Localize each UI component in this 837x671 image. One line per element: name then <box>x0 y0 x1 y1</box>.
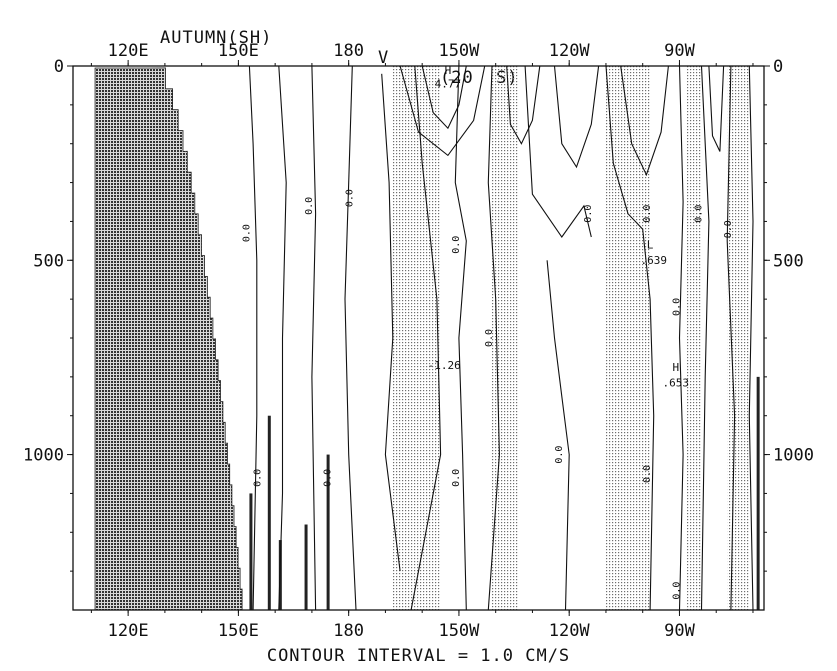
zero-contour-label: 0.0 <box>723 220 734 238</box>
x-tick-label-bottom: 90W <box>664 621 695 641</box>
contour-line <box>311 65 317 611</box>
contour-line <box>726 65 736 611</box>
zero-contour-label: 0.0 <box>642 205 653 223</box>
zero-contour-label: 0.0 <box>671 582 682 600</box>
extremum-label: L <box>647 239 654 252</box>
extremum-label: .639 <box>640 254 667 267</box>
negative-region <box>392 66 441 610</box>
contour-line <box>421 65 467 130</box>
y-tick-label-right: 1000 <box>773 446 814 466</box>
x-tick-label-bottom: 120E <box>108 621 149 641</box>
contour-line <box>278 65 287 611</box>
zero-contour-label: 0.0 <box>322 469 333 487</box>
zero-contour-label: 0.0 <box>344 189 355 207</box>
contour-line <box>553 65 600 169</box>
contour-line <box>344 65 357 611</box>
y-tick-label-left: 500 <box>33 251 64 271</box>
bathymetry-block <box>249 493 253 610</box>
x-tick-label-top: 150W <box>438 41 480 61</box>
zero-contour-label: 0.0 <box>694 205 705 223</box>
bathymetry-block <box>326 454 330 610</box>
contour-line <box>454 65 467 611</box>
contour-line <box>678 65 684 611</box>
y-tick-label-left: 1000 <box>23 446 64 466</box>
extremum-label: H <box>672 361 679 374</box>
zero-contour-label: 0.0 <box>451 236 462 254</box>
bathymetry-block <box>304 524 308 610</box>
x-tick-label-bottom: 150E <box>218 621 259 641</box>
bathymetry-block <box>756 376 760 610</box>
x-tick-label-top: 120E <box>108 41 149 61</box>
contour-line <box>700 65 710 611</box>
zero-contour-label: 0.0 <box>451 469 462 487</box>
extremum-label: -1.26 <box>428 359 461 372</box>
title-season: AUTUMN(SH) <box>160 28 273 48</box>
contour-line <box>748 65 754 611</box>
zero-contour-label: 0.0 <box>642 465 653 483</box>
x-tick-label-top: 150E <box>218 41 259 61</box>
land-mass <box>94 67 243 611</box>
zero-contour-label: 0.0 <box>671 298 682 316</box>
x-tick-label-top: 90W <box>664 41 695 61</box>
zero-contour-label: 0.0 <box>484 329 495 347</box>
contour-line <box>506 65 541 145</box>
x-tick-label-bottom: 120W <box>549 621 591 641</box>
x-tick-label-top: 180 <box>333 41 364 61</box>
contour-line <box>248 65 258 611</box>
y-tick-label-right: 0 <box>773 57 783 77</box>
extremum-label: H <box>445 64 452 77</box>
contour-line <box>399 65 486 157</box>
contour-line <box>708 65 725 152</box>
contour-line <box>546 260 570 611</box>
negative-region <box>727 66 750 610</box>
contour-line <box>605 65 655 611</box>
extremum-label: .653 <box>663 377 690 390</box>
x-tick-label-bottom: 180 <box>333 621 364 641</box>
extremum-label: 4.77 <box>435 77 462 90</box>
bathymetry-block <box>267 415 271 610</box>
contour-line <box>410 65 442 611</box>
zero-contour-label: 0.0 <box>304 197 315 215</box>
negative-region <box>686 66 702 610</box>
contour-line <box>620 65 669 177</box>
contour-line <box>381 73 401 572</box>
zero-contour-label: 0.0 <box>241 224 252 242</box>
y-tick-label-left: 0 <box>54 57 64 77</box>
contour-line <box>524 65 592 238</box>
contour-interval-caption: CONTOUR INTERVAL = 1.0 CM/S <box>266 646 571 666</box>
zero-contour-label: 0.0 <box>583 205 594 223</box>
zero-contour-label: 0.0 <box>252 469 263 487</box>
negative-region <box>492 66 518 610</box>
zero-contour-label: 0.0 <box>554 446 565 464</box>
title-variable: V <box>378 48 390 68</box>
x-tick-label-bottom: 150W <box>438 621 480 641</box>
y-tick-label-right: 500 <box>773 251 804 271</box>
contour-line <box>487 65 500 611</box>
x-tick-label-top: 120W <box>549 41 591 61</box>
